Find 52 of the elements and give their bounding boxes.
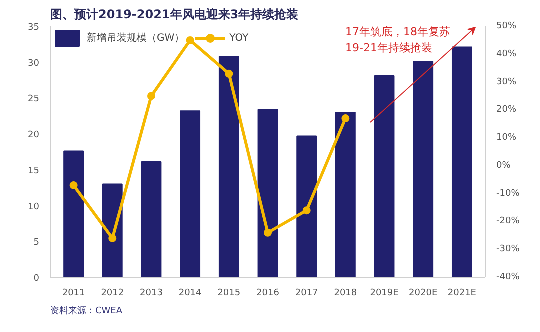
y-tick-label: 5 bbox=[34, 238, 40, 248]
bar bbox=[413, 61, 434, 278]
x-tick-label: 2014 bbox=[178, 288, 202, 298]
y-tick-label: 35 bbox=[28, 23, 40, 33]
bar bbox=[374, 75, 395, 278]
y2-tick-label: 30% bbox=[496, 77, 517, 88]
point bbox=[186, 36, 194, 44]
point bbox=[342, 114, 350, 123]
point bbox=[264, 228, 272, 237]
x-tick-label: 2012 bbox=[101, 288, 124, 298]
point bbox=[147, 92, 156, 100]
bar bbox=[218, 56, 240, 278]
x-tick-label: 2021E bbox=[448, 288, 477, 298]
annotation: 17年筑底，18年复苏 19-21年持续抢装 bbox=[346, 26, 450, 54]
y2-tick-label: -40% bbox=[496, 272, 520, 282]
point bbox=[302, 206, 311, 215]
bar bbox=[452, 46, 472, 278]
x-tick-label: 2011 bbox=[62, 288, 86, 298]
bar bbox=[64, 150, 84, 278]
x-tick-label: 2018 bbox=[334, 288, 358, 298]
y2-tick-label: 10% bbox=[496, 133, 517, 144]
y-tick-label: 20 bbox=[28, 130, 40, 141]
bar bbox=[335, 112, 356, 278]
point bbox=[225, 70, 234, 78]
y2-tick-label: 0% bbox=[496, 160, 512, 171]
bar bbox=[141, 162, 162, 278]
y2-tick-label: -20% bbox=[496, 216, 520, 227]
legend-label: 新增吊装规模（GW） bbox=[87, 32, 185, 45]
y2-tick-label: 40% bbox=[496, 49, 517, 60]
y2-tick-label: -10% bbox=[496, 188, 520, 199]
point bbox=[108, 234, 117, 242]
point bbox=[70, 181, 78, 190]
y-tick-label: 15 bbox=[28, 166, 40, 176]
legend-label: YOY bbox=[230, 32, 250, 44]
bar bbox=[180, 110, 201, 278]
x-tick-label: 2019E bbox=[370, 288, 400, 298]
y2-tick-label: 50% bbox=[496, 22, 517, 32]
y2-tick-label: -30% bbox=[496, 244, 520, 255]
y-tick-label: 10 bbox=[28, 202, 40, 212]
bar bbox=[258, 109, 278, 278]
y2-tick-label: 20% bbox=[496, 105, 517, 116]
x-tick-label: 2020E bbox=[409, 288, 438, 298]
chart-title: 图、预计2019-2021年风电迎来3年持续抢装 bbox=[50, 8, 300, 22]
text: 资料来源：CWEA bbox=[50, 306, 124, 316]
x-tick-label: 2015 bbox=[218, 288, 241, 298]
y-tick-label: 25 bbox=[28, 94, 40, 105]
x-tick-label: 2013 bbox=[140, 288, 163, 298]
y-tick-label: 0 bbox=[34, 274, 40, 284]
y-tick-label: 30 bbox=[28, 58, 40, 69]
x-tick-label: 2016 bbox=[256, 288, 280, 298]
x-tick-label: 2017 bbox=[295, 288, 318, 298]
bar bbox=[296, 136, 318, 278]
